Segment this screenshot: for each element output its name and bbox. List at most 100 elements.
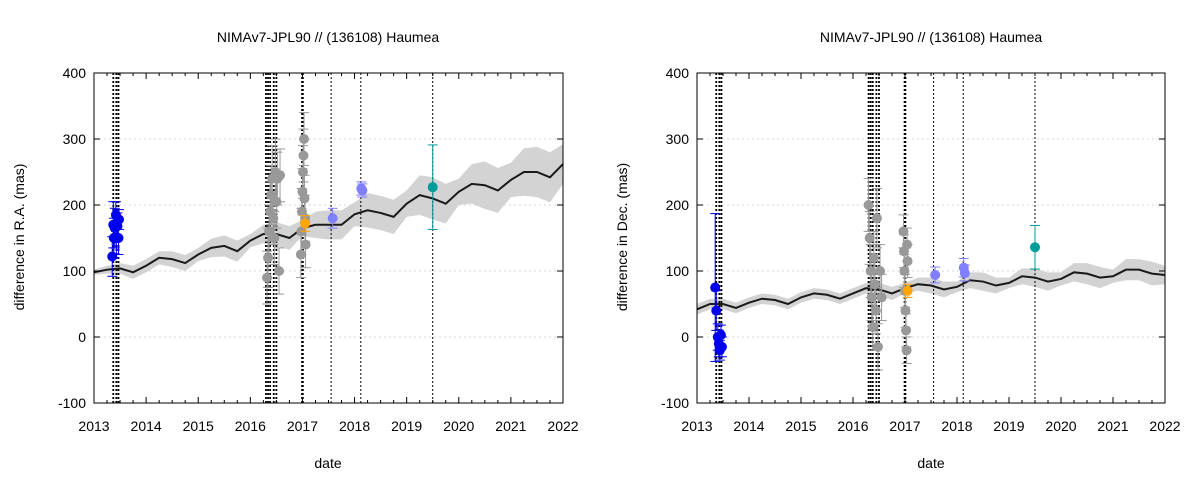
x-tick-label: 2018 — [941, 418, 972, 434]
data-point — [711, 305, 722, 316]
x-tick-label: 2014 — [131, 418, 162, 434]
data-point — [872, 341, 883, 352]
y-tick-label: -100 — [661, 395, 689, 411]
data-point — [898, 226, 909, 237]
data-point — [899, 266, 910, 276]
x-tick-label: 2020 — [1045, 418, 1076, 434]
y-tick-label: 0 — [681, 329, 689, 345]
x-tick-label: 2019 — [391, 418, 422, 434]
data-point — [710, 282, 721, 293]
data-point — [863, 200, 874, 210]
series-set-orange — [300, 215, 311, 232]
y-tick-label: 400 — [666, 65, 690, 81]
chart-title: NIMAv7-JPL90 // (136108) Haumea — [820, 29, 1043, 45]
data-point — [297, 167, 308, 177]
x-tick-label: 2017 — [287, 418, 318, 434]
data-point — [867, 322, 878, 333]
dec-chart: NIMAv7-JPL90 // (136108) Haumea date dif… — [614, 29, 1181, 471]
y-axis-label: difference in R.A. (mas) — [11, 164, 27, 311]
data-point — [869, 279, 880, 290]
data-point — [262, 272, 273, 283]
series-set-lightblue — [930, 257, 970, 284]
data-point — [865, 266, 876, 276]
y-tick-label: 300 — [666, 131, 690, 147]
data-point — [427, 182, 438, 193]
x-tick-label: 2013 — [681, 418, 712, 434]
x-tick-label: 2015 — [183, 418, 214, 434]
plot-frame — [696, 72, 1166, 404]
x-tick-label: 2019 — [993, 418, 1024, 434]
series-set-lightblue — [327, 181, 368, 229]
model-uncertainty-band — [94, 144, 563, 279]
data-point — [273, 266, 284, 276]
x-tick-label: 2022 — [1149, 418, 1180, 434]
model-uncertainty-band — [697, 259, 1165, 315]
x-axis-label: date — [314, 455, 341, 471]
x-tick-label: 2022 — [547, 418, 578, 434]
data-point — [866, 292, 877, 303]
data-point — [357, 185, 368, 196]
data-point — [107, 251, 118, 262]
series-set-grey-2016 — [262, 138, 286, 305]
series-set-grey-2017 — [295, 112, 311, 279]
series-set-teal — [1030, 224, 1040, 270]
x-tick-label: 2014 — [733, 418, 764, 434]
y-tick-label: 100 — [63, 263, 87, 279]
data-point — [275, 170, 286, 181]
data-point — [299, 193, 310, 204]
x-tick-label: 2015 — [785, 418, 816, 434]
data-point — [875, 266, 886, 276]
data-point — [902, 285, 913, 296]
data-point — [114, 214, 125, 225]
x-tick-label: 2017 — [889, 418, 920, 434]
x-tick-label: 2020 — [443, 418, 474, 434]
data-point — [299, 134, 310, 144]
data-point — [113, 233, 124, 243]
series-set-orange — [902, 283, 913, 298]
y-tick-label: 100 — [666, 263, 690, 279]
series-set-grey-2016 — [863, 178, 887, 371]
data-point — [868, 252, 879, 263]
series-set-blue — [710, 213, 727, 362]
x-axis-label: date — [917, 455, 944, 471]
y-axis-label: difference in Dec. (mas) — [614, 163, 630, 311]
data-point — [715, 330, 726, 341]
data-point — [959, 267, 970, 278]
data-point — [300, 218, 311, 229]
data-point — [1030, 242, 1040, 253]
y-tick-label: 200 — [63, 197, 87, 213]
data-point — [716, 341, 727, 352]
data-point — [901, 345, 912, 356]
data-point — [327, 213, 338, 224]
y-tick-label: -100 — [58, 395, 86, 411]
x-tick-label: 2021 — [495, 418, 526, 434]
chart-title: NIMAv7-JPL90 // (136108) Haumea — [217, 29, 440, 45]
x-tick-label: 2016 — [235, 418, 266, 434]
x-tick-label: 2018 — [339, 418, 370, 434]
data-point — [930, 269, 941, 280]
series-set-blue — [107, 201, 125, 277]
data-point — [268, 213, 279, 224]
y-tick-label: 400 — [63, 65, 87, 81]
data-point — [269, 233, 280, 243]
data-point — [876, 292, 887, 303]
data-point — [902, 256, 913, 267]
series-set-teal — [427, 144, 438, 230]
y-tick-label: 0 — [78, 329, 86, 345]
x-tick-label: 2021 — [1097, 418, 1128, 434]
data-point — [298, 150, 309, 161]
data-point — [864, 233, 875, 243]
data-point — [900, 305, 911, 316]
y-tick-label: 300 — [63, 131, 87, 147]
x-tick-label: 2016 — [837, 418, 868, 434]
data-point — [300, 239, 311, 250]
y-tick-label: 200 — [666, 197, 690, 213]
data-point — [871, 213, 882, 224]
model-curve — [696, 268, 1166, 311]
model-curve — [93, 163, 564, 274]
x-tick-label: 2013 — [78, 418, 109, 434]
data-point — [870, 305, 881, 316]
data-point — [901, 325, 912, 336]
